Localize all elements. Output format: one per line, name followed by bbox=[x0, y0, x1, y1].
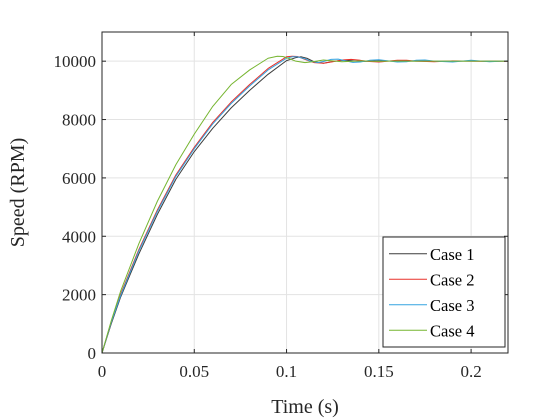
x-axis-title: Time (s) bbox=[271, 396, 339, 418]
legend-label: Case 3 bbox=[430, 296, 474, 315]
y-tick-label: 8000 bbox=[62, 111, 96, 130]
legend-box bbox=[382, 236, 506, 348]
legend-label: Case 2 bbox=[430, 270, 474, 289]
series-line-case-3 bbox=[101, 56, 509, 354]
series-lines bbox=[101, 55, 509, 354]
x-tick-label: 0 bbox=[98, 362, 107, 381]
ticks: 0 0.05 0.1 0.15 0.2 0 2000 4000 6000 8000 10000 bbox=[54, 32, 508, 381]
y-axis-title: Speed (RPM) bbox=[7, 138, 29, 247]
x-tick-label: 0.05 bbox=[179, 362, 209, 381]
y-tick-label: 6000 bbox=[62, 169, 96, 188]
legend-label: Case 1 bbox=[430, 245, 474, 264]
y-tick-label: 4000 bbox=[62, 227, 96, 246]
y-tick-label: 2000 bbox=[62, 286, 96, 305]
x-tick-label: 0.15 bbox=[364, 362, 394, 381]
x-tick-label: 0.1 bbox=[276, 362, 297, 381]
legend-label: Case 4 bbox=[430, 321, 474, 340]
y-tick-label: 0 bbox=[88, 344, 97, 363]
plot-frame bbox=[101, 31, 509, 354]
x-tick-label: 0.2 bbox=[460, 362, 481, 381]
legend: Case 1 Case 2 Case 3 Case 4 bbox=[382, 236, 506, 348]
y-tick-label: 10000 bbox=[54, 52, 97, 71]
series-line-case-4 bbox=[101, 55, 508, 354]
